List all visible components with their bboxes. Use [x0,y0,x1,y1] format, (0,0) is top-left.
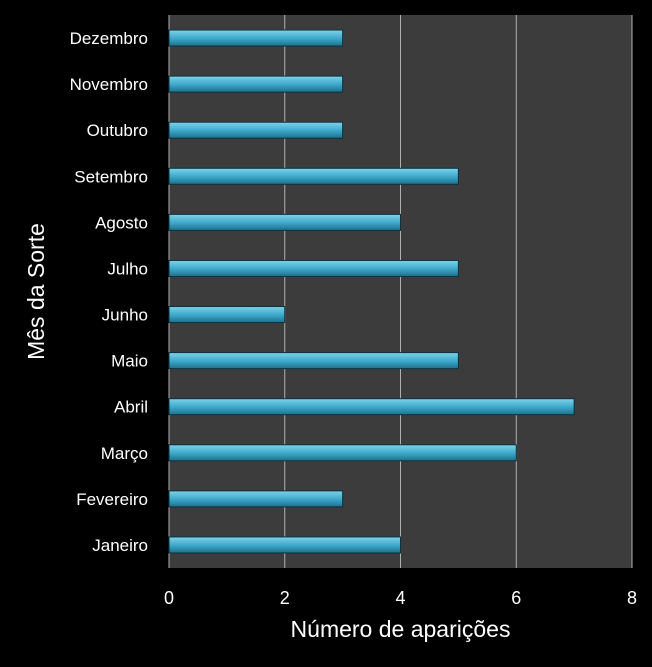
bar-agosto [168,213,401,231]
bars [168,29,575,554]
y-tick-label: Dezembro [70,29,148,48]
x-tick-label: 4 [395,588,405,608]
x-tick-label: 0 [164,588,174,608]
gridlines [168,15,633,568]
bar-janeiro [168,536,401,554]
y-tick-label: Fevereiro [76,490,148,509]
x-tick-label: 2 [280,588,290,608]
bar-novembro [168,75,344,93]
y-tick-label: Outubro [87,121,148,140]
y-tick-label: Abril [114,398,148,417]
x-tick-label: 6 [511,588,521,608]
bar-dezembro [168,29,344,47]
bar-outubro [168,121,344,139]
bar-fevereiro [168,490,344,508]
bar-maio [168,352,459,370]
y-tick-label: Julho [107,259,148,278]
bar-julho [168,259,459,277]
x-axis-title: Número de aparições [291,616,511,642]
y-tick-labels: Janeiro Fevereiro Março Abril Maio Junho Julho… [70,29,148,555]
x-tick-labels: 0 2 4 6 8 [164,588,637,608]
y-tick-label: Agosto [95,213,148,232]
bar-junho [168,306,286,324]
y-tick-label: Março [101,444,148,463]
x-tick-label: 8 [627,588,637,608]
y-axis-title: Mês da Sorte [23,223,49,360]
bar-abril [168,398,575,416]
y-tick-label: Novembro [70,75,148,94]
y-tick-label: Maio [111,352,148,371]
y-tick-label: Setembro [74,167,148,186]
y-tick-label: Janeiro [92,536,148,555]
y-tick-label: Junho [102,306,148,325]
bar-setembro [168,167,459,185]
bar-março [168,444,517,462]
